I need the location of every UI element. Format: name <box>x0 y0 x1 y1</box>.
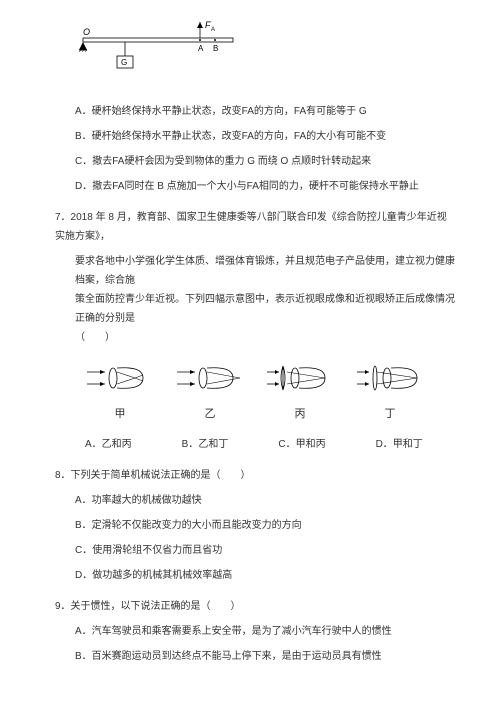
label-o: O <box>83 27 90 37</box>
q7-options: A．乙和丙 B．乙和丁 C．甲和丙 D．甲和丁 <box>85 435 455 454</box>
eye-label-4: 丁 <box>355 404 425 425</box>
q8-opt-c: C．使用滑轮组不仅省力而且省功 <box>75 541 455 560</box>
label-fa-sub: A <box>211 27 215 33</box>
q9-text: 9．关于惯性，以下说法正确的是（ ） <box>55 597 455 616</box>
lever-diagram: O G F A A B <box>75 20 455 87</box>
q9-opt-a: A．汽车驾驶员和乘客需要系上安全带，是为了减小汽车行驶中人的惯性 <box>75 622 455 641</box>
q7-text3: 策全面防控青少年近视。下列四幅示意图中，表示近视眼成像和近视眼矫正后成像情况正确… <box>75 290 455 328</box>
q7-opt-c: C．甲和丙 <box>278 435 325 454</box>
q7-opt-b: B．乙和丁 <box>182 435 229 454</box>
q6-opt-b: B．硬杆始终保持水平静止状态，改变FA的方向，FA的大小有可能不变 <box>75 127 455 146</box>
eye-label-3: 丙 <box>265 404 335 425</box>
q6-opt-c: C．撤去FA硬杆会因为受到物体的重力 G 而绕 O 点顺时针转动起来 <box>75 152 455 171</box>
q7-opt-d: D．甲和丁 <box>376 435 423 454</box>
q7-text2: 要求各地中小学强化学生体质、增强体育锻炼，并且规范电子产品使用，建立视力健康档案… <box>75 252 455 290</box>
eye-diagrams: 甲 乙 丙 <box>85 362 455 425</box>
eye-diagram-1 <box>85 362 155 394</box>
eye-label-1: 甲 <box>85 404 155 425</box>
label-b: B <box>213 44 218 53</box>
q7-text4: （ ） <box>75 328 455 347</box>
q7-opt-a: A．乙和丙 <box>85 435 132 454</box>
q8-opt-a: A．功率越大的机械做功越快 <box>75 491 455 510</box>
eye-diagram-2 <box>175 362 245 394</box>
eye-diagram-3 <box>265 362 335 394</box>
q8-text: 8．下列关于简单机械说法正确的是（ ） <box>55 466 455 485</box>
label-g: G <box>121 58 127 67</box>
eye-label-2: 乙 <box>175 404 245 425</box>
label-a: A <box>198 44 204 53</box>
q8-opt-d: D．做功越多的机械其机械效率越高 <box>75 566 455 585</box>
q7-text1: 7．2018 年 8 月，教育部、国家卫生健康委等八部门联合印发《综合防控儿童青… <box>55 208 455 246</box>
q6-opt-d: D．撤去FA同时在 B 点施加一个大小与FA相同的力，硬杆不可能保持水平静止 <box>75 177 455 196</box>
q9-opt-b: B．百米赛跑运动员到达终点不能马上停下来，是由于运动员具有惯性 <box>75 647 455 666</box>
q8-opt-b: B．定滑轮不仅能改变力的大小而且能改变力的方向 <box>75 516 455 535</box>
q6-opt-a: A．硬杆始终保持水平静止状态，改变FA的方向，FA有可能等于 G <box>75 102 455 121</box>
eye-diagram-4 <box>355 362 425 394</box>
